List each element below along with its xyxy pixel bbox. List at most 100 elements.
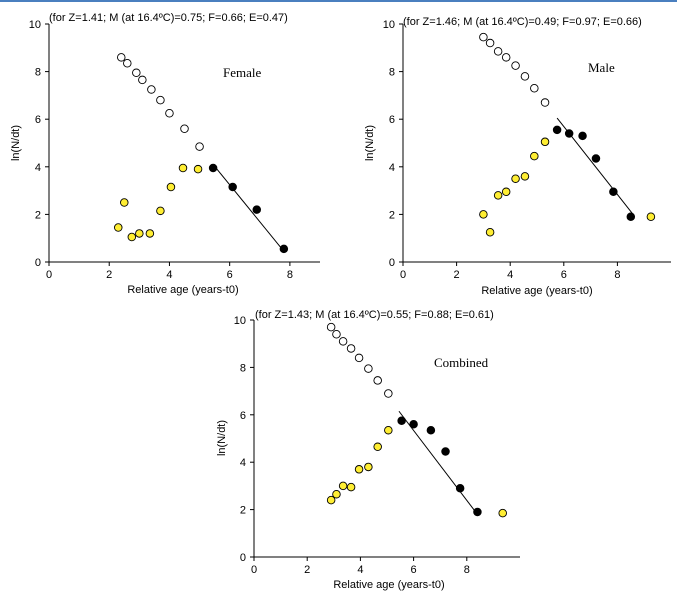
open-point	[123, 59, 132, 68]
yellow-point	[178, 163, 188, 173]
filled-point	[626, 212, 636, 222]
y-tick-label: 4	[35, 162, 41, 174]
x-tick-label: 4	[507, 269, 513, 281]
x-tick-label: 6	[227, 269, 233, 281]
yellow-point	[120, 198, 129, 207]
chart-title: Combined	[434, 355, 489, 370]
open-point	[485, 38, 495, 48]
filled-point	[552, 125, 562, 135]
yellow-point	[135, 229, 144, 238]
yellow-point	[364, 462, 373, 472]
x-axis-label: Relative age (years-t0)	[481, 285, 592, 297]
chart-title: Male	[588, 60, 615, 75]
x-tick-label: 4	[166, 269, 172, 281]
open-point	[520, 72, 530, 81]
filled-point	[591, 154, 601, 163]
y-tick-label: 4	[389, 162, 395, 174]
x-tick-label: 2	[304, 564, 310, 576]
open-point	[156, 95, 165, 105]
y-tick-label: 6	[240, 410, 246, 422]
x-tick-label: 2	[454, 269, 460, 281]
chart-title: Female	[223, 65, 261, 80]
regression-line	[398, 410, 478, 515]
y-tick-label: 2	[389, 209, 395, 221]
open-point	[147, 85, 156, 94]
open-point	[384, 389, 393, 398]
chart-panel-male: (for Z=1.46; M (at 16.4ºC)=0.49; F=0.97;…	[364, 16, 671, 297]
y-tick-label: 2	[240, 505, 246, 517]
x-axis-label: Relative age (years-t0)	[127, 284, 238, 296]
y-tick-label: 8	[389, 67, 395, 79]
yellow-point	[114, 223, 123, 232]
filled-point	[279, 244, 289, 254]
annotation-text: (for Z=1.43; M (at 16.4ºC)=0.55; F=0.88;…	[255, 309, 494, 321]
open-point	[511, 61, 520, 70]
x-tick-label: 6	[411, 564, 417, 576]
yellow-point	[520, 172, 530, 181]
top-rule	[0, 0, 677, 2]
yellow-point	[646, 212, 656, 222]
open-point	[326, 322, 336, 332]
yellow-point	[501, 187, 511, 197]
open-point	[354, 353, 364, 363]
x-tick-label: 8	[287, 269, 293, 281]
yellow-point	[493, 191, 503, 200]
y-axis-label: ln(N/dt)	[216, 420, 228, 456]
open-point	[132, 68, 141, 78]
y-tick-label: 6	[35, 114, 41, 126]
x-tick-label: 0	[46, 269, 52, 281]
chart-panel-combined: (for Z=1.43; M (at 16.4ºC)=0.55; F=0.88;…	[216, 309, 520, 591]
y-axis-label: ln(N/dt)	[364, 125, 376, 161]
y-tick-label: 8	[240, 362, 246, 374]
open-point	[373, 376, 382, 385]
yellow-point	[485, 227, 495, 237]
open-point	[332, 329, 341, 339]
open-point	[540, 98, 550, 107]
open-point	[180, 124, 189, 133]
yellow-point	[384, 425, 393, 435]
filled-point	[426, 425, 436, 435]
yellow-point	[145, 229, 155, 238]
yellow-point	[346, 482, 356, 492]
annotation-text: (for Z=1.41; M (at 16.4ºC)=0.75; F=0.66;…	[49, 12, 288, 24]
y-tick-label: 10	[383, 19, 395, 31]
y-tick-label: 0	[389, 257, 395, 269]
open-point	[501, 53, 511, 62]
yellow-point	[193, 164, 203, 174]
y-tick-label: 8	[35, 67, 41, 79]
open-point	[165, 108, 174, 118]
x-tick-label: 0	[251, 564, 257, 576]
annotation-text: (for Z=1.46; M (at 16.4ºC)=0.49; F=0.97;…	[403, 16, 642, 28]
yellow-point	[338, 481, 348, 491]
open-point	[479, 32, 488, 42]
y-tick-label: 0	[35, 257, 41, 269]
x-tick-label: 2	[106, 269, 112, 281]
y-tick-label: 10	[234, 315, 246, 327]
filled-point	[409, 420, 418, 429]
y-tick-label: 2	[35, 209, 41, 221]
open-point	[364, 364, 373, 373]
x-axis-label: Relative age (years-t0)	[333, 579, 444, 591]
filled-point	[455, 484, 465, 493]
yellow-point	[511, 174, 520, 183]
open-point	[138, 75, 147, 85]
filled-point	[564, 129, 574, 138]
yellow-point	[479, 210, 488, 219]
yellow-point	[332, 489, 341, 499]
open-point	[195, 142, 204, 151]
x-tick-label: 8	[464, 564, 470, 576]
y-tick-label: 10	[29, 19, 41, 31]
chart-panel-female: (for Z=1.41; M (at 16.4ºC)=0.75; F=0.66;…	[10, 12, 320, 296]
y-tick-label: 6	[389, 114, 395, 126]
yellow-point	[373, 442, 382, 452]
y-tick-label: 4	[240, 457, 246, 469]
filled-point	[609, 187, 618, 197]
open-point	[117, 53, 126, 62]
open-point	[493, 47, 503, 56]
x-tick-label: 0	[400, 269, 406, 281]
filled-point	[208, 163, 218, 173]
x-tick-label: 4	[357, 564, 363, 576]
filled-point	[228, 182, 237, 192]
yellow-point	[326, 495, 336, 505]
